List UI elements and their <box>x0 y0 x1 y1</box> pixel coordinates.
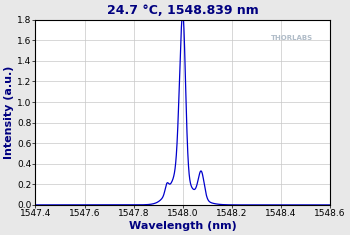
X-axis label: Wavelength (nm): Wavelength (nm) <box>129 221 237 231</box>
Text: THORLABS: THORLABS <box>271 35 313 40</box>
Title: 24.7 °C, 1548.839 nm: 24.7 °C, 1548.839 nm <box>107 4 259 17</box>
Y-axis label: Intensity (a.u.): Intensity (a.u.) <box>4 66 14 159</box>
